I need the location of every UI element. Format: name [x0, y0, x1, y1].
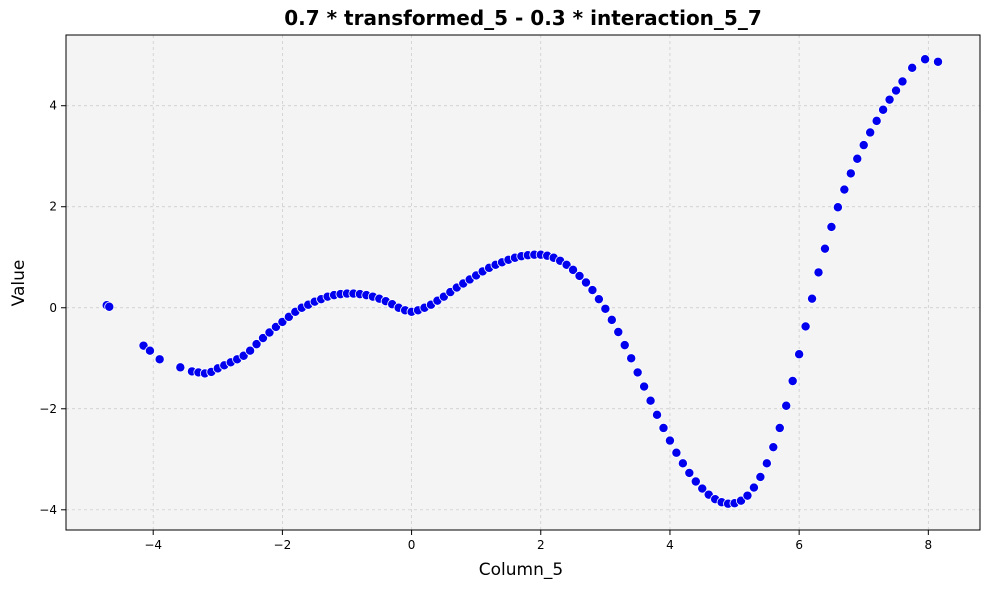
data-point	[774, 422, 785, 433]
data-point	[606, 314, 617, 325]
data-point	[144, 345, 155, 356]
data-point	[684, 467, 695, 478]
data-point	[690, 476, 701, 487]
data-point	[664, 435, 675, 446]
data-point	[794, 349, 805, 360]
data-point	[819, 243, 830, 254]
data-point	[878, 104, 889, 115]
grid	[66, 35, 980, 530]
data-point	[258, 333, 269, 344]
data-point	[677, 458, 688, 469]
data-point	[845, 168, 856, 179]
data-points	[101, 54, 944, 509]
data-point	[580, 277, 591, 288]
data-point	[742, 490, 753, 501]
x-tick-label: 8	[925, 538, 933, 552]
chart-title: 0.7 * transformed_5 - 0.3 * interaction_…	[284, 6, 762, 30]
y-tick-label: −4	[39, 503, 57, 517]
data-point	[154, 354, 165, 365]
x-tick-label: −2	[274, 538, 292, 552]
data-point	[251, 339, 262, 350]
data-point	[645, 395, 656, 406]
data-point	[933, 56, 944, 67]
data-point	[832, 202, 843, 213]
y-tick-label: 0	[49, 301, 57, 315]
data-point	[613, 326, 624, 337]
x-tick-label: 2	[537, 538, 545, 552]
data-point	[104, 301, 115, 312]
plot-frame	[65, 34, 981, 531]
data-point	[884, 94, 895, 105]
data-point	[807, 293, 818, 304]
y-tick-label: 4	[49, 99, 57, 113]
data-point	[761, 458, 772, 469]
data-point	[639, 381, 650, 392]
data-point	[891, 85, 902, 96]
data-point	[671, 447, 682, 458]
y-tick-label: −2	[39, 402, 57, 416]
data-point	[626, 353, 637, 364]
data-point	[264, 327, 275, 338]
data-point	[768, 442, 779, 453]
data-point	[245, 345, 256, 356]
data-point	[897, 76, 908, 87]
y-axis-label: Value	[9, 260, 29, 307]
data-point	[826, 221, 837, 232]
data-point	[568, 264, 579, 275]
data-point	[658, 422, 669, 433]
data-point	[787, 375, 798, 386]
data-point	[748, 482, 759, 493]
data-point	[800, 321, 811, 332]
data-point	[632, 367, 643, 378]
data-point	[652, 409, 663, 420]
data-point	[175, 362, 186, 373]
data-point	[852, 153, 863, 164]
x-tick-label: −4	[144, 538, 162, 552]
data-point	[697, 483, 708, 494]
data-point	[858, 140, 869, 151]
y-tick-label: 2	[49, 200, 57, 214]
data-point	[600, 303, 611, 314]
plot-area	[66, 35, 980, 530]
data-point	[781, 400, 792, 411]
axis-ticks: −4 −2 0 2 4 6 8 −4 −2 0 2 4	[39, 99, 932, 552]
x-tick-label: 4	[666, 538, 674, 552]
data-point	[813, 267, 824, 278]
data-point	[871, 115, 882, 126]
x-tick-label: 0	[408, 538, 416, 552]
data-point	[574, 270, 585, 281]
data-point	[839, 184, 850, 195]
data-point	[755, 471, 766, 482]
x-tick-label: 6	[795, 538, 803, 552]
data-point	[907, 62, 918, 73]
data-point	[593, 294, 604, 305]
data-point	[865, 127, 876, 138]
data-point	[587, 285, 598, 296]
data-point	[619, 340, 630, 351]
x-axis-label: Column_5	[479, 560, 563, 580]
data-point	[920, 54, 931, 65]
